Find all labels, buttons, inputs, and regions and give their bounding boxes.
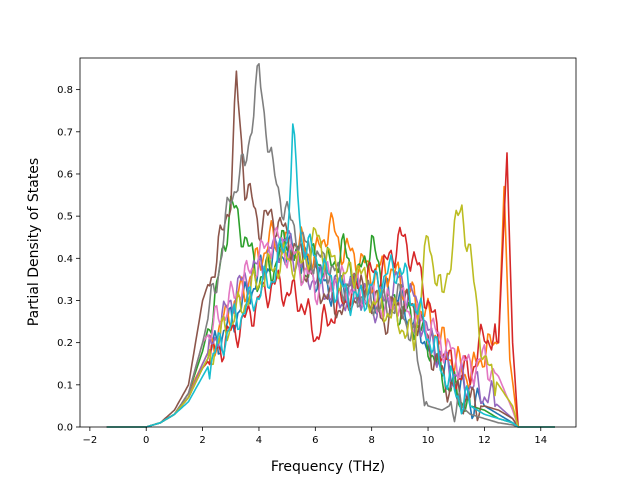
x-tick-label: 14: [534, 435, 547, 446]
y-tick-label: 0.8: [57, 85, 73, 96]
y-tick-label: 0.4: [57, 254, 73, 265]
y-axis-label: Partial Density of States: [26, 158, 42, 326]
plot-frame: [79, 57, 577, 428]
x-tick-label: 12: [478, 435, 491, 446]
x-tick-label: 0: [143, 435, 149, 446]
y-tick-label: 0.2: [57, 338, 73, 349]
y-tick-label: 0.3: [57, 296, 73, 307]
y-tick-label: 0.0: [57, 423, 73, 434]
x-tick-label: 6: [312, 435, 318, 446]
x-tick-label: 4: [256, 435, 262, 446]
y-axis-ticks: 0.0 0.1 0.2 0.3 0.4 0.5 0.6 0.7 0.8: [57, 85, 80, 434]
series-line-6: [106, 70, 555, 428]
y-tick-label: 0.7: [57, 127, 73, 138]
y-tick-label: 0.1: [57, 380, 73, 391]
x-axis-ticks: −2 0 2 4 6 8 10 12 14: [82, 427, 547, 446]
x-axis-label: Frequency (THz): [271, 459, 385, 475]
x-tick-label: 8: [368, 435, 374, 446]
series-line-8: [106, 63, 555, 428]
x-tick-label: 10: [422, 435, 435, 446]
x-tick-label: −2: [82, 435, 97, 446]
series-line-9: [106, 204, 555, 428]
y-tick-label: 0.6: [57, 169, 73, 180]
series-layer: [106, 63, 555, 428]
series-line-10: [106, 123, 555, 428]
x-tick-label: 2: [199, 435, 205, 446]
y-tick-label: 0.5: [57, 212, 73, 223]
